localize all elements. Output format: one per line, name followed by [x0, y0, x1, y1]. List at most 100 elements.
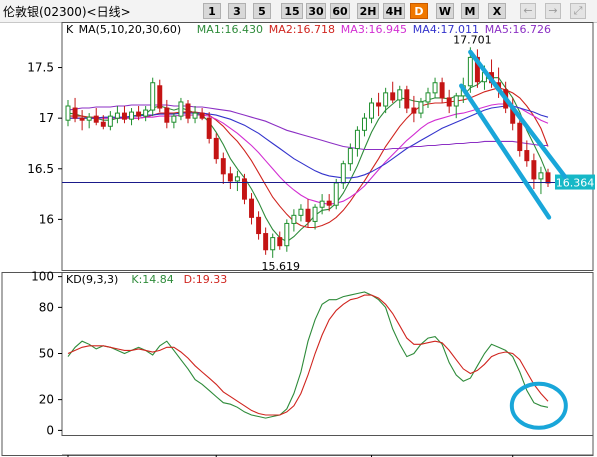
candle	[121, 106, 127, 124]
candle-body	[312, 206, 318, 222]
arrow-right-icon[interactable]: →	[545, 3, 561, 19]
ma-legend-2: MA1:16.430	[197, 23, 263, 36]
period-button-3[interactable]: 3	[228, 3, 246, 19]
price-tick-label: 17.5	[27, 61, 54, 75]
candle	[150, 77, 156, 117]
period-button-2h[interactable]: 2H	[357, 3, 379, 19]
candle-body	[199, 112, 205, 119]
candle	[65, 99, 71, 127]
candle-body	[305, 208, 311, 222]
candle-body	[411, 107, 417, 114]
kd-legend-2: D:19.33	[184, 273, 228, 286]
candle-body	[241, 178, 247, 200]
candle-body	[361, 117, 367, 131]
candle-body	[157, 85, 163, 109]
candle-body	[65, 105, 71, 121]
candle-body	[93, 115, 99, 123]
period-button-w[interactable]: W	[436, 3, 454, 19]
kd-tick-label: 50	[39, 347, 54, 361]
ma-legend-6: MA5:16.726	[485, 23, 551, 36]
candle	[227, 166, 233, 190]
candle-body	[79, 117, 85, 121]
candle	[354, 126, 360, 157]
candle-body	[347, 148, 353, 165]
kd-indicator-panel: KD(9,3,3)K:14.84D:19.3302050801002017/11…	[1, 270, 594, 457]
candle-body	[298, 208, 304, 216]
candle	[199, 108, 205, 121]
candle	[206, 112, 212, 144]
candle-body	[206, 117, 212, 139]
price-tick-label: 17	[39, 111, 54, 125]
candle	[376, 92, 382, 117]
candle-body	[291, 214, 297, 224]
candle	[129, 108, 135, 126]
candle	[432, 77, 438, 98]
chart-canvas: K MA(5,10,20,30,60) MA1:16.430 MA2:16.718 MA…	[1, 22, 595, 457]
candle	[263, 227, 269, 255]
kd-tick-label: 80	[39, 300, 54, 314]
period-button-15[interactable]: 15	[281, 3, 303, 19]
candle-body	[284, 222, 290, 247]
candle-body	[369, 102, 375, 119]
candle-body	[121, 112, 127, 120]
candle	[234, 170, 240, 192]
kd-legend-0: KD(9,3,3)	[66, 273, 118, 286]
period-button-1[interactable]: 1	[203, 3, 221, 19]
period-button-30[interactable]: 30	[306, 3, 326, 19]
candle-body	[171, 115, 177, 123]
candle-body	[474, 56, 480, 83]
expand-icon[interactable]: ⤢	[570, 3, 586, 19]
candle	[369, 97, 375, 124]
period-button-m[interactable]: M	[461, 3, 479, 19]
candle-body	[114, 112, 120, 119]
candle-body	[383, 92, 389, 107]
candle-body	[545, 172, 551, 184]
candle-body	[150, 82, 156, 111]
candle	[213, 133, 219, 164]
candle-body	[538, 172, 544, 180]
candle	[220, 152, 226, 184]
kd-legend-1: K:14.84	[131, 273, 173, 286]
candle-body	[397, 89, 403, 101]
candle	[72, 97, 78, 123]
period-button-x[interactable]: X	[488, 3, 506, 19]
period-button-60[interactable]: 60	[330, 3, 350, 19]
candle	[425, 87, 431, 109]
kd-tick-label: 20	[39, 393, 54, 407]
candle-body	[213, 137, 219, 160]
candle-body	[256, 216, 262, 235]
candle	[333, 178, 339, 210]
period-button-5[interactable]: 5	[253, 3, 271, 19]
period-button-d[interactable]: D	[410, 3, 428, 19]
period-button-4h[interactable]: 4H	[383, 3, 405, 19]
candle	[361, 113, 367, 137]
candle	[418, 97, 424, 119]
candle	[270, 233, 276, 258]
candle	[319, 194, 325, 215]
ma-legend-5: MA4:17.011	[413, 23, 479, 36]
candle	[256, 211, 262, 240]
candle-body	[524, 150, 530, 162]
ma-legend-0: K	[66, 23, 74, 36]
candle	[249, 193, 255, 225]
kd-highlight-circle	[509, 381, 568, 430]
trend-line-upper	[468, 49, 568, 180]
candle	[538, 166, 544, 195]
candle-body	[467, 56, 473, 87]
main-plot-frame	[61, 22, 594, 271]
arrow-left-icon[interactable]: ←	[520, 3, 536, 19]
high-annotation: 17.701	[453, 33, 492, 46]
candle-body	[178, 101, 184, 117]
candle	[114, 106, 120, 124]
annotation-overlay	[459, 49, 568, 430]
kd-tick-label: 100	[31, 270, 54, 284]
candle-body	[376, 102, 382, 107]
candle-body	[446, 97, 452, 107]
candle	[397, 85, 403, 109]
candle	[171, 113, 177, 129]
candle	[284, 219, 290, 252]
instrument-title: 伦敦银(02300)<日线>	[3, 5, 131, 19]
price-tick-label: 16	[39, 212, 54, 226]
candle	[192, 106, 198, 124]
candle-body	[354, 129, 360, 150]
